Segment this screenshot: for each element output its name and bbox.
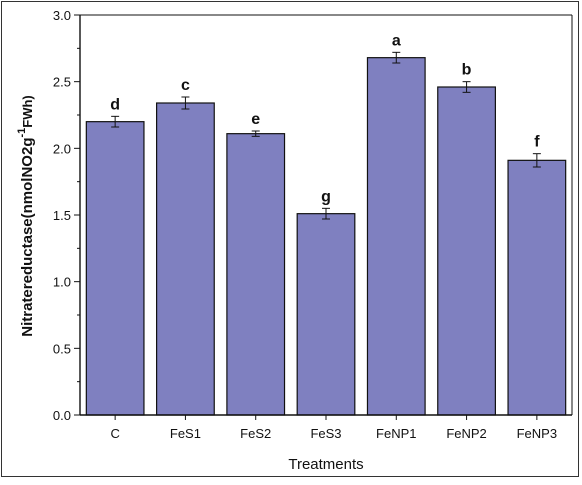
significance-letter-FeNP2: b	[462, 62, 472, 79]
bars-group	[85, 57, 567, 416]
y-tick-label-0.0: 0.0	[53, 408, 71, 423]
y-tick-label-2.0: 2.0	[53, 141, 71, 156]
x-ticks-group: C FeS1 FeS2 FeS3 FeNP1 FeNP2 FeNP3	[110, 415, 557, 441]
x-tick-label-FeS1: FeS1	[170, 426, 201, 441]
bar-FeS3	[296, 213, 356, 416]
significance-letter-FeNP1: a	[392, 32, 401, 49]
y-ticks-group: 0.0 0.5 1.0 1.5 2.0 2.5 3.0	[53, 8, 80, 423]
x-tick-label-FeNP3: FeNP3	[517, 426, 557, 441]
significance-letter-FeNP3: f	[534, 134, 540, 151]
bar-FeS1	[156, 102, 215, 416]
y-axis-label-superscript: -1	[16, 128, 28, 138]
x-tick-label-FeNP2: FeNP2	[446, 426, 486, 441]
y-tick-label-2.5: 2.5	[53, 75, 71, 90]
significance-letter-FeS3: g	[321, 188, 331, 205]
x-axis-label: Treatments	[288, 456, 363, 473]
x-tick-label-FeNP1: FeNP1	[376, 426, 416, 441]
y-tick-label-1.5: 1.5	[53, 208, 71, 223]
significance-letter-FeS1: c	[181, 77, 190, 94]
significance-letter-FeS2: e	[251, 111, 260, 128]
x-tick-label-FeS3: FeS3	[310, 426, 341, 441]
y-axis-label-main: Nitratereductase(nmolNO2g	[19, 138, 36, 337]
outer-frame	[1, 1, 579, 477]
x-tick-label-FeS2: FeS2	[240, 426, 271, 441]
y-tick-label-3.0: 3.0	[53, 8, 71, 23]
bar-FeNP2	[437, 86, 496, 416]
y-tick-label-0.5: 0.5	[53, 341, 71, 356]
significance-letter-C: d	[110, 96, 120, 113]
x-tick-label-C: C	[110, 426, 119, 441]
y-tick-label-1.0: 1.0	[53, 275, 71, 290]
bar-C	[85, 121, 145, 416]
significance-letters-group: d c e g a b f	[110, 32, 540, 205]
error-bars-group	[111, 51, 541, 220]
bar-FeNP1	[366, 57, 426, 416]
y-axis-label: Nitratereductase(nmolNO2g-1FWh)	[16, 95, 36, 336]
y-axis-label-tail: FWh)	[20, 95, 35, 127]
